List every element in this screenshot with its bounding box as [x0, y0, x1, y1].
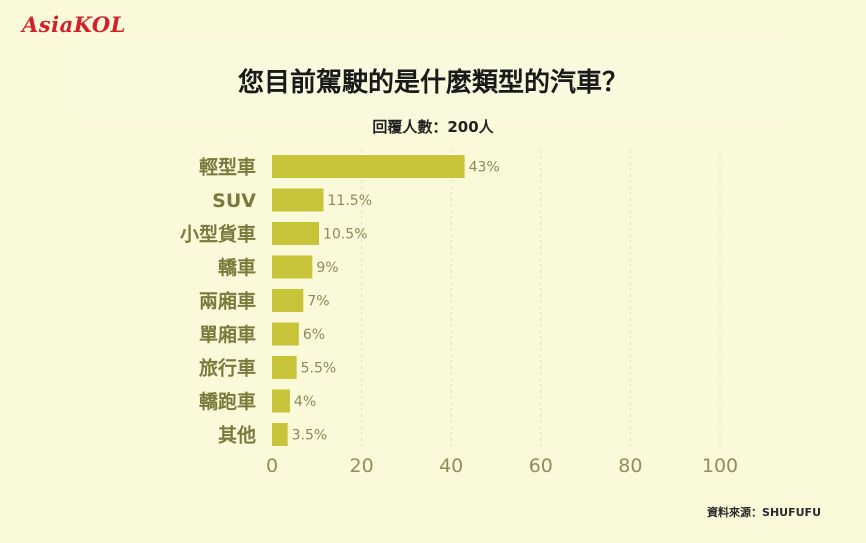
x-tick-label: 0	[266, 455, 278, 477]
category-label: 其他	[218, 424, 256, 447]
category-label: 轎跑車	[199, 390, 256, 413]
bar	[272, 222, 320, 245]
bar	[272, 356, 297, 379]
chart-title: 您目前駕駛的是什麼類型的汽車？	[237, 68, 628, 98]
category-label: 兩廂車	[199, 290, 256, 313]
value-label: 3.5%	[292, 428, 328, 444]
gridlines	[361, 150, 721, 448]
value-label: 5.5%	[301, 361, 337, 377]
x-tick-label: 40	[439, 455, 463, 477]
bar	[272, 289, 304, 312]
category-label: 旅行車	[199, 357, 256, 380]
x-tick-label: 80	[618, 455, 642, 477]
value-label: 11.5%	[328, 193, 372, 209]
value-label: 6%	[303, 327, 325, 343]
title-panel	[76, 40, 790, 120]
x-tick-label: 100	[702, 455, 738, 477]
category-label: SUV	[212, 190, 256, 212]
value-label: 9%	[316, 260, 338, 276]
category-label: 輕型車	[199, 156, 256, 179]
bar	[272, 423, 288, 446]
category-label: 小型貨車	[180, 223, 256, 246]
x-tick-label: 20	[350, 455, 374, 477]
value-label: 4%	[294, 394, 316, 410]
x-tick-label: 60	[529, 455, 553, 477]
value-label: 43%	[469, 160, 500, 176]
bar	[272, 188, 324, 212]
source-note: 資料來源：SHUFUFU	[707, 506, 821, 519]
value-label: 7%	[307, 294, 329, 310]
asiakol-logo: AsiaKOL	[22, 12, 126, 37]
category-label: 單廂車	[199, 323, 256, 346]
bar	[272, 322, 299, 346]
respondent-count: 回覆人數：200人	[372, 118, 494, 136]
value-label: 10.5%	[323, 227, 367, 243]
bar	[272, 389, 290, 413]
bar	[272, 155, 465, 178]
bars	[272, 155, 465, 446]
labels: 0 20 40 60 80 100 輕型車 43% SUV 11.5% 小型貨車 10.5% 轎車 9% 兩…	[180, 156, 738, 478]
category-label: 轎車	[218, 256, 256, 279]
bar	[272, 255, 313, 279]
